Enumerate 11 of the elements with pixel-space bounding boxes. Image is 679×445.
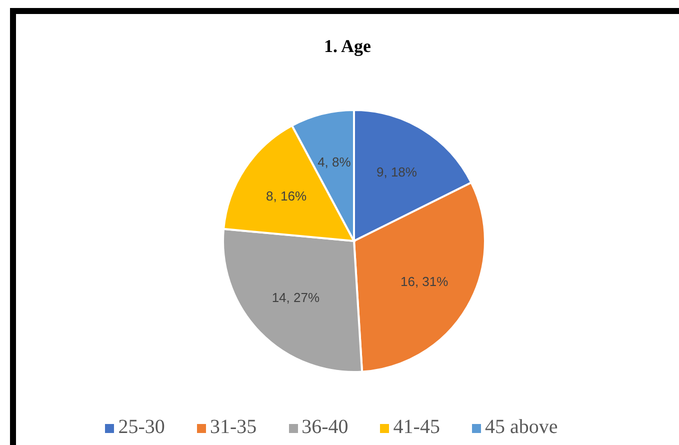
legend-label: 31-35 — [210, 416, 257, 438]
data-label: 8, 16% — [266, 188, 307, 204]
data-label: 16, 31% — [400, 274, 449, 290]
legend-label: 45 above — [484, 416, 558, 438]
data-label: 9, 18% — [376, 164, 418, 180]
legend-label: 36-40 — [302, 416, 348, 438]
data-label: 4, 8% — [318, 154, 352, 170]
legend-label: 25-30 — [118, 416, 165, 438]
chart-title: 1. Age — [323, 36, 372, 57]
data-label: 14, 27% — [272, 290, 320, 306]
legend-label: 41-45 — [393, 416, 440, 438]
